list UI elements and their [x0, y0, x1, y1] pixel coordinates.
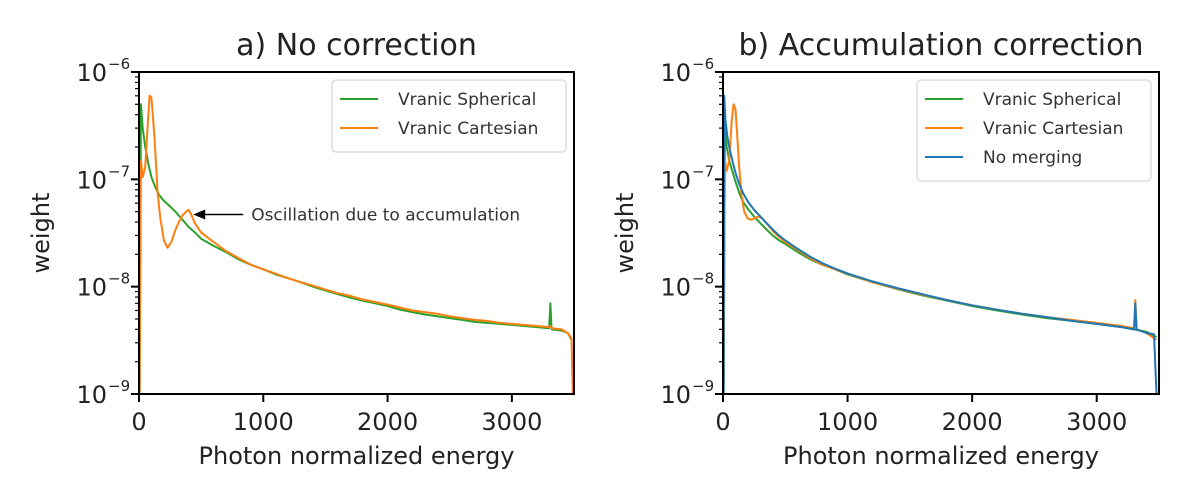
annotation: Oscillation due to accumulation: [193, 206, 520, 226]
chart-title: a) No correction: [236, 28, 477, 63]
x-tick-label: 0: [131, 408, 146, 436]
y-axis-label: weight: [611, 193, 639, 274]
x-tick-label: 1000: [233, 408, 294, 436]
x-axis-label: Photon normalized energy: [199, 442, 515, 470]
x-tick-label: 1000: [817, 408, 878, 436]
x-tick-label: 2000: [357, 408, 418, 436]
legend-label: No merging: [983, 148, 1082, 168]
axes-frame: [722, 71, 1160, 395]
y-tick-exponent: −9: [108, 377, 130, 395]
axes-frame: [138, 71, 575, 395]
legend-box: [916, 79, 1152, 182]
y-tick-label: 10: [76, 381, 107, 409]
y-tick-label: 10: [76, 59, 107, 87]
y-tick-label: 10: [660, 381, 691, 409]
x-tick-label: 2000: [942, 408, 1003, 436]
legend-label: Vranic Spherical: [983, 90, 1121, 110]
series-group: [139, 94, 574, 394]
annotation-text: Oscillation due to accumulation: [251, 206, 520, 226]
x-tick-label: 3000: [481, 408, 542, 436]
legend-label: Vranic Cartesian: [398, 119, 538, 139]
legend: Vranic Spherical Vranic Cartesian: [331, 79, 567, 153]
y-tick-exponent: −7: [692, 162, 714, 180]
legend-label: Vranic Spherical: [398, 90, 536, 110]
y-tick-exponent: −9: [692, 377, 714, 395]
legend-label: Vranic Cartesian: [983, 119, 1123, 139]
series-line-no-merging: [723, 94, 1158, 394]
y-tick-exponent: −6: [108, 55, 130, 73]
y-axis-label: weight: [27, 193, 55, 274]
y-tick-label: 10: [76, 274, 107, 302]
y-tick-exponent: −8: [108, 270, 130, 288]
y-tick-label: 10: [660, 274, 691, 302]
chart-title: b) Accumulation correction: [739, 28, 1144, 63]
annotation-arrowhead: [193, 209, 206, 220]
y-tick-label: 10: [76, 166, 107, 194]
y-tick-exponent: −8: [692, 270, 714, 288]
x-tick-label: 0: [715, 408, 730, 436]
x-tick-label: 3000: [1066, 408, 1127, 436]
y-tick-exponent: −6: [692, 55, 714, 73]
y-tick-label: 10: [660, 59, 691, 87]
legend-box: [331, 79, 567, 153]
series-line-vranic-cartesian: [139, 94, 574, 394]
x-axis-label: Photon normalized energy: [783, 442, 1099, 470]
y-tick-exponent: −7: [108, 162, 130, 180]
legend: Vranic Spherical Vranic Cartesian No mergi…: [916, 79, 1152, 182]
y-tick-label: 10: [660, 166, 691, 194]
series-group: [723, 94, 1158, 394]
